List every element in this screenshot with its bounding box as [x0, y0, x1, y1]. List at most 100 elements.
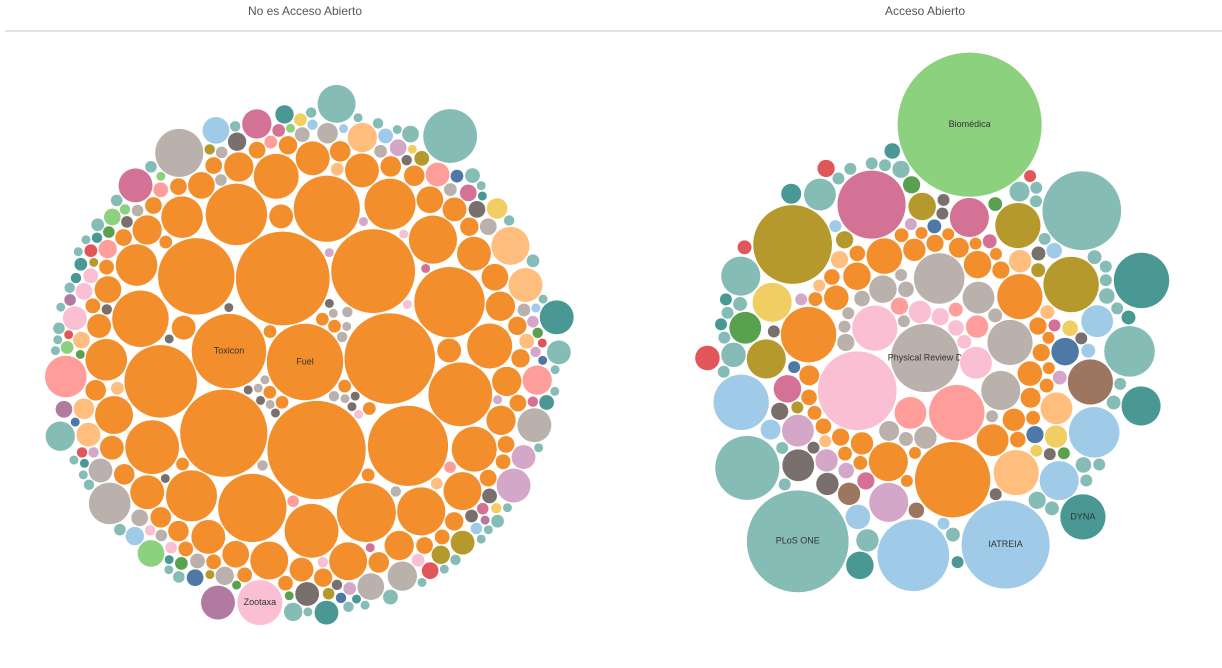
bubble [1098, 287, 1116, 305]
bubble [800, 389, 818, 406]
bubble [149, 506, 172, 529]
bubble [336, 331, 348, 343]
bubble [171, 315, 197, 341]
bubble [365, 542, 376, 553]
bubble [63, 329, 74, 340]
bubble [948, 237, 970, 259]
bubble [1025, 410, 1041, 426]
bubble [277, 575, 294, 592]
bubble [714, 435, 780, 501]
bubble [316, 122, 339, 144]
bubble [509, 394, 527, 412]
bubble [434, 529, 451, 545]
bubble [73, 397, 95, 420]
bubble [154, 529, 168, 542]
bubble [152, 181, 169, 198]
bubble [817, 159, 836, 178]
bubble [411, 553, 425, 568]
bubble [831, 171, 845, 185]
bubble-label: Toxicon [214, 346, 245, 356]
bubble [83, 479, 95, 491]
bubble [1099, 273, 1113, 287]
bubble [883, 142, 901, 160]
bubble [223, 151, 254, 183]
bubble [413, 266, 486, 338]
bubble [835, 230, 854, 249]
bubble [266, 323, 344, 401]
bubble [248, 141, 266, 159]
bubble [356, 572, 385, 601]
bubble [533, 442, 544, 453]
bubble [402, 299, 413, 310]
bubble [775, 441, 789, 455]
bubble [164, 333, 175, 344]
bubble-label: IATREIA [988, 539, 1022, 549]
bubble [315, 312, 330, 327]
bubble [902, 175, 921, 194]
bubble [532, 327, 544, 339]
bubble [490, 514, 505, 529]
bubble [101, 303, 113, 316]
bubble [830, 250, 849, 269]
bubble [157, 237, 235, 316]
bubble [1041, 331, 1055, 345]
bubble [898, 431, 914, 447]
bubble [87, 446, 100, 459]
bubble [114, 228, 133, 247]
bubble [717, 365, 731, 379]
bubble [204, 569, 215, 580]
bubble [124, 419, 180, 475]
bubble [815, 417, 832, 435]
bubble [852, 455, 868, 471]
bubble [991, 260, 1010, 280]
bubble [421, 561, 439, 580]
bubble [450, 169, 464, 184]
bubble [1030, 262, 1046, 278]
bubble [987, 307, 1003, 323]
bubble [275, 395, 289, 410]
bubble [935, 207, 949, 221]
bubble [951, 555, 965, 569]
bubble [894, 268, 908, 282]
bubble [476, 502, 490, 515]
bubble [511, 444, 536, 470]
bubble [131, 214, 163, 246]
bubble [732, 296, 748, 312]
bubble [223, 302, 234, 313]
bubble [1059, 493, 1107, 541]
bubble [1068, 406, 1121, 459]
bubble [908, 300, 932, 324]
bubble [1044, 424, 1068, 449]
bubble [293, 175, 361, 243]
bubble [878, 420, 900, 442]
bubble [83, 243, 98, 258]
bubble [1029, 444, 1043, 458]
bubble [941, 227, 955, 241]
bubble [1008, 249, 1032, 273]
bubble [113, 523, 127, 537]
bubble [215, 566, 235, 586]
bubble [62, 305, 88, 331]
bubble-label: DYNA [1070, 511, 1095, 521]
bubble [546, 339, 572, 365]
bubble [347, 401, 357, 412]
bubble [537, 338, 548, 348]
bubble [1029, 194, 1043, 208]
bubble [495, 453, 512, 470]
bubble [965, 314, 989, 339]
bubble [283, 602, 303, 622]
bubble [342, 601, 355, 613]
bubble [84, 297, 101, 314]
bubble [807, 291, 823, 307]
bubble [417, 577, 427, 588]
bubble [241, 108, 272, 140]
bubble [963, 250, 992, 279]
bubble [837, 462, 855, 479]
bubble [358, 216, 369, 227]
bubble [1121, 385, 1162, 427]
bubble [526, 315, 540, 329]
bubble [694, 345, 721, 371]
bubble [115, 243, 158, 287]
bubble [123, 344, 198, 419]
bubble [1041, 170, 1122, 251]
